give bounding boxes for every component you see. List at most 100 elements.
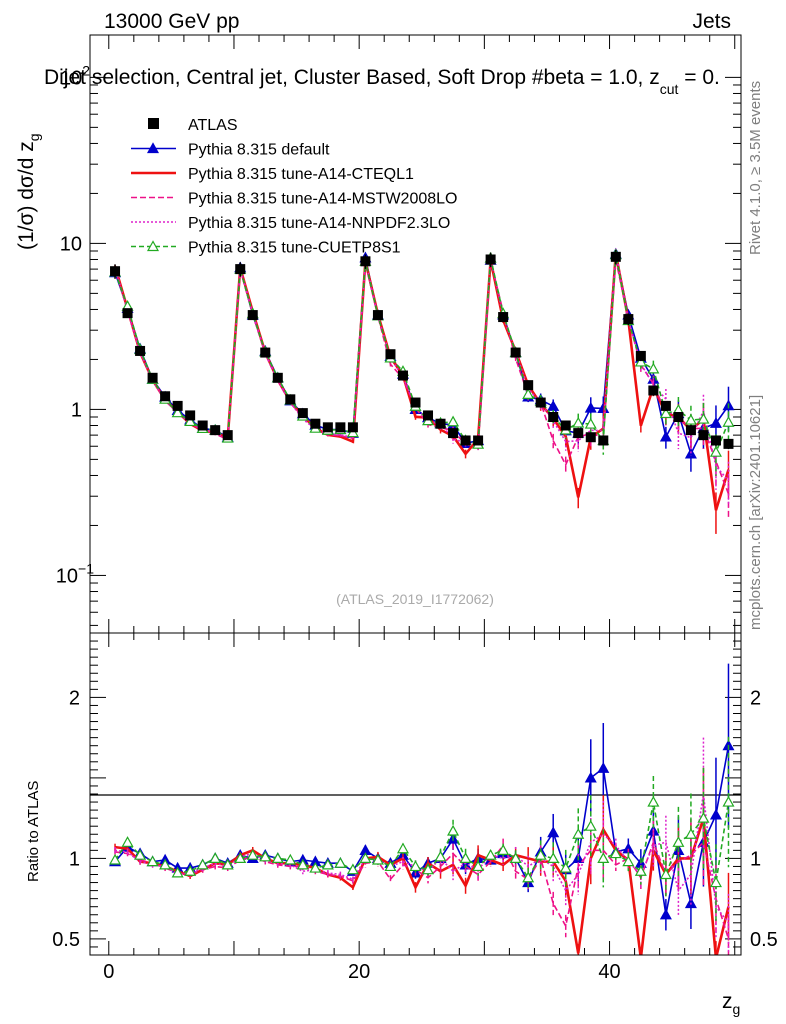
ratio-y-tick-label-right: 2 [750,687,761,709]
selection-title-subscript: cut [660,81,679,97]
ratio-series-marker [396,842,410,854]
ratio-series-marker [234,852,247,864]
ratio-series-marker [334,856,347,868]
atlas-data-point [585,432,596,443]
ratio-panel-frame [89,632,742,956]
atlas-data-point [297,408,308,419]
atlas-data-point [235,264,246,275]
atlas-data-point [548,412,559,423]
legend-atlas-marker [148,118,159,129]
category-label: Jets [692,10,731,33]
main-series-marker [647,362,660,374]
ratio-series-marker [572,828,585,839]
ratio-series-marker [459,852,472,864]
main-panel [89,34,742,634]
ratio-series-marker [246,848,259,860]
atlas-data-point [510,347,521,358]
legend-entry-label: Pythia 8.315 tune-CUETP8S1 [188,240,401,257]
x-tick-label: 20 [348,961,370,983]
main-series-marker [709,445,722,457]
main-y-tick-label: 102 [60,62,90,89]
atlas-data-point [698,430,709,441]
ratio-series-marker [296,858,309,870]
ratio-series-marker [534,848,547,860]
main-series-marker [184,415,197,427]
atlas-data-point [573,428,584,439]
ratio-series-marker [409,860,422,872]
ratio-y-tick-label-right: 1 [750,848,761,870]
legend-triangle-marker [146,240,160,252]
legend-entry-label: Pythia 8.315 tune-A14-CTEQL1 [188,166,414,183]
ratio-series-marker [522,871,535,883]
atlas-data-point [523,380,534,391]
legend-entry-label: Pythia 8.315 default [188,142,330,159]
atlas-data-point [710,435,721,446]
legend-triangle-marker [146,142,160,154]
main-series-marker [584,417,597,429]
atlas-data-point [610,251,621,262]
mcplots-reference-note: mcplots.cern.ch [arXiv:2401.10621] [747,395,764,630]
ratio-y-tick-label-right: 0.5 [750,929,778,951]
ratio-series-marker [609,847,622,859]
ratio-panel-curves [109,663,735,955]
atlas-data-point [723,438,734,449]
atlas-data-point [673,412,684,423]
x-tick-label: 0 [103,961,114,983]
atlas-data-point [397,370,408,381]
ratio-series-marker [271,852,284,864]
ratio-series-marker [184,865,197,876]
ratio-series-marker [284,853,297,865]
atlas-data-point [648,385,659,396]
ratio-y-tick-label: 0.5 [52,929,80,951]
legend-entry-label: Pythia 8.315 tune-A14-NNPDF2.3LO [188,215,450,232]
main-series-marker [584,401,597,413]
main-y-tick-label: 10−1 [56,560,94,587]
ratio-series-marker [346,863,359,875]
main-series-marker [447,415,460,427]
ratio-series-marker [196,858,209,870]
main-series-marker [684,413,697,425]
atlas-data-point [285,394,296,405]
atlas-data-point [423,410,434,421]
atlas-data-point [623,314,634,325]
ratio-panel [89,632,742,956]
atlas-data-point [385,349,396,360]
ratio-series-marker [484,848,497,860]
main-series-marker [572,416,585,428]
selection-title-tail: = 0. [678,66,719,89]
main-series-marker [171,406,184,418]
legend-entry-label: ATLAS [188,117,238,134]
atlas-data-point [247,310,258,321]
atlas-data-point [485,254,496,265]
main-series-marker [659,407,672,419]
atlas-data-point [210,425,221,436]
ratio-series-marker [584,819,597,831]
legend: ATLAS Pythia 8.315 default Pythia 8.315 tu… [131,117,457,257]
main-y-axis-label: (1/σ) dσ/d zg [15,133,42,250]
atlas-data-point [160,391,171,402]
atlas-data-point [110,266,121,277]
ratio-series-marker [509,852,522,864]
ratio-series-marker [221,858,234,870]
atlas-data-point [185,410,196,421]
main-series-marker [722,416,735,427]
atlas-data-point [347,422,358,433]
atlas-data-point [122,308,133,319]
ratio-series-marker [634,865,647,876]
main-panel-atlas-points [110,249,734,450]
ratio-series-marker [121,836,134,847]
atlas-data-point [197,420,208,431]
atlas-data-point [322,422,333,433]
atlas-data-point [535,397,546,408]
ratio-series-marker [209,852,222,864]
atlas-data-point [135,345,146,356]
atlas-data-point [335,422,346,433]
x-tick-label: 40 [598,961,620,983]
selection-title-main: Dijet selection, Central jet, Cluster Ba… [44,66,660,89]
ratio-y-axis-label: Ratio to ATLAS [25,781,42,882]
ratio-series-marker [171,866,184,878]
ratio-series-marker [597,762,610,773]
atlas-data-point [635,350,646,361]
ratio-series-marker [597,852,610,864]
